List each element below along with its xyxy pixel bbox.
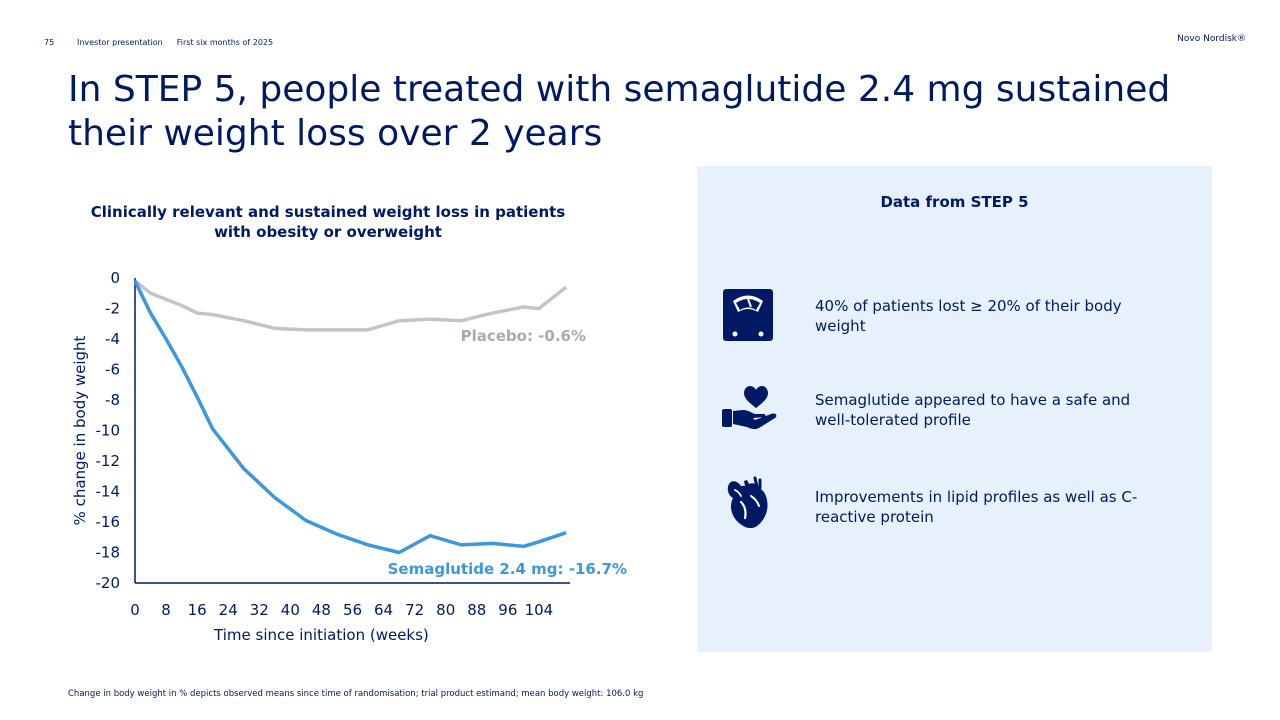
- x-tick-label: 64: [374, 601, 393, 619]
- placebo-series-line: [133, 279, 568, 332]
- brand-name: Novo Nordisk®: [1177, 34, 1246, 44]
- x-tick-label: 24: [219, 601, 238, 619]
- feature-lipids: Improvements in lipid profiles as well a…: [697, 476, 1212, 536]
- x-axis-label: Time since initiation (weeks): [213, 626, 429, 644]
- feature-weight-loss: 40% of patients lost ≥ 20% of their body…: [697, 288, 1212, 348]
- feature-text: 40% of patients lost ≥ 20% of their body…: [815, 297, 1122, 335]
- y-tick-label: -12: [96, 452, 121, 470]
- semaglutide-series-label: Semaglutide 2.4 mg: -16.7%: [388, 560, 627, 578]
- y-tick-label: -18: [96, 544, 121, 562]
- footnote: Change in body weight in % depicts obser…: [68, 689, 644, 699]
- step5-data-panel: Data from STEP 5 40% of patients lost ≥ …: [697, 166, 1212, 652]
- x-tick-label: 80: [436, 601, 455, 619]
- x-tick-label: 96: [498, 601, 517, 619]
- feature-text: Improvements in lipid profiles as well a…: [815, 488, 1138, 526]
- y-tick-label: -16: [96, 513, 121, 531]
- x-tick-label: 88: [467, 601, 486, 619]
- x-tick-label: 16: [188, 601, 207, 619]
- y-axis-ticks: 0 -2 -4 -6 -8 -10 -12 -14 -16 -18 -20: [96, 269, 121, 592]
- y-tick-label: -14: [96, 483, 121, 501]
- y-tick-label: -8: [105, 391, 120, 409]
- deck-title: Investor presentation: [77, 38, 163, 47]
- weight-loss-chart: 0 -2 -4 -6 -8 -10 -12 -14 -16 -18 -20 0 8 16 24 32 40 48…: [71, 269, 627, 644]
- x-tick-label: 40: [281, 601, 300, 619]
- semaglutide-series-line: [133, 280, 567, 555]
- report-period: First six months of 2025: [176, 38, 274, 47]
- header-meta: 75 Investor presentation First six month…: [44, 38, 273, 47]
- y-tick-label: 0: [110, 269, 120, 287]
- x-axis-ticks: 0 8 16 24 32 40 48 56 64 72 80 88 96 104: [130, 601, 553, 619]
- x-tick-label: 72: [405, 601, 424, 619]
- placebo-series-label: Placebo: -0.6%: [461, 327, 586, 345]
- y-tick-label: -10: [96, 422, 121, 440]
- y-tick-label: -2: [105, 300, 120, 318]
- scale-icon: [723, 289, 773, 341]
- x-tick-label: 8: [161, 601, 171, 619]
- chart-title: Clinically relevant and sustained weight…: [90, 203, 566, 241]
- panel-title: Data from STEP 5: [880, 193, 1029, 211]
- y-tick-label: -6: [105, 361, 120, 379]
- x-tick-label: 56: [343, 601, 362, 619]
- x-tick-label: 0: [130, 601, 140, 619]
- page-title: In STEP 5, people treated with semagluti…: [68, 69, 1171, 154]
- y-axis-label: % change in body weight: [71, 335, 89, 525]
- heart-in-hand-icon: [722, 386, 777, 430]
- y-tick-label: -20: [96, 574, 121, 592]
- anatomical-heart-icon: [727, 476, 768, 529]
- page-number: 75: [44, 38, 55, 47]
- feature-safety: Semaglutide appeared to have a safe and …: [697, 384, 1212, 444]
- feature-text: Semaglutide appeared to have a safe and …: [815, 391, 1131, 429]
- x-tick-label: 48: [312, 601, 331, 619]
- x-tick-label: 104: [525, 601, 554, 619]
- y-tick-label: -4: [105, 330, 120, 348]
- x-tick-label: 32: [250, 601, 269, 619]
